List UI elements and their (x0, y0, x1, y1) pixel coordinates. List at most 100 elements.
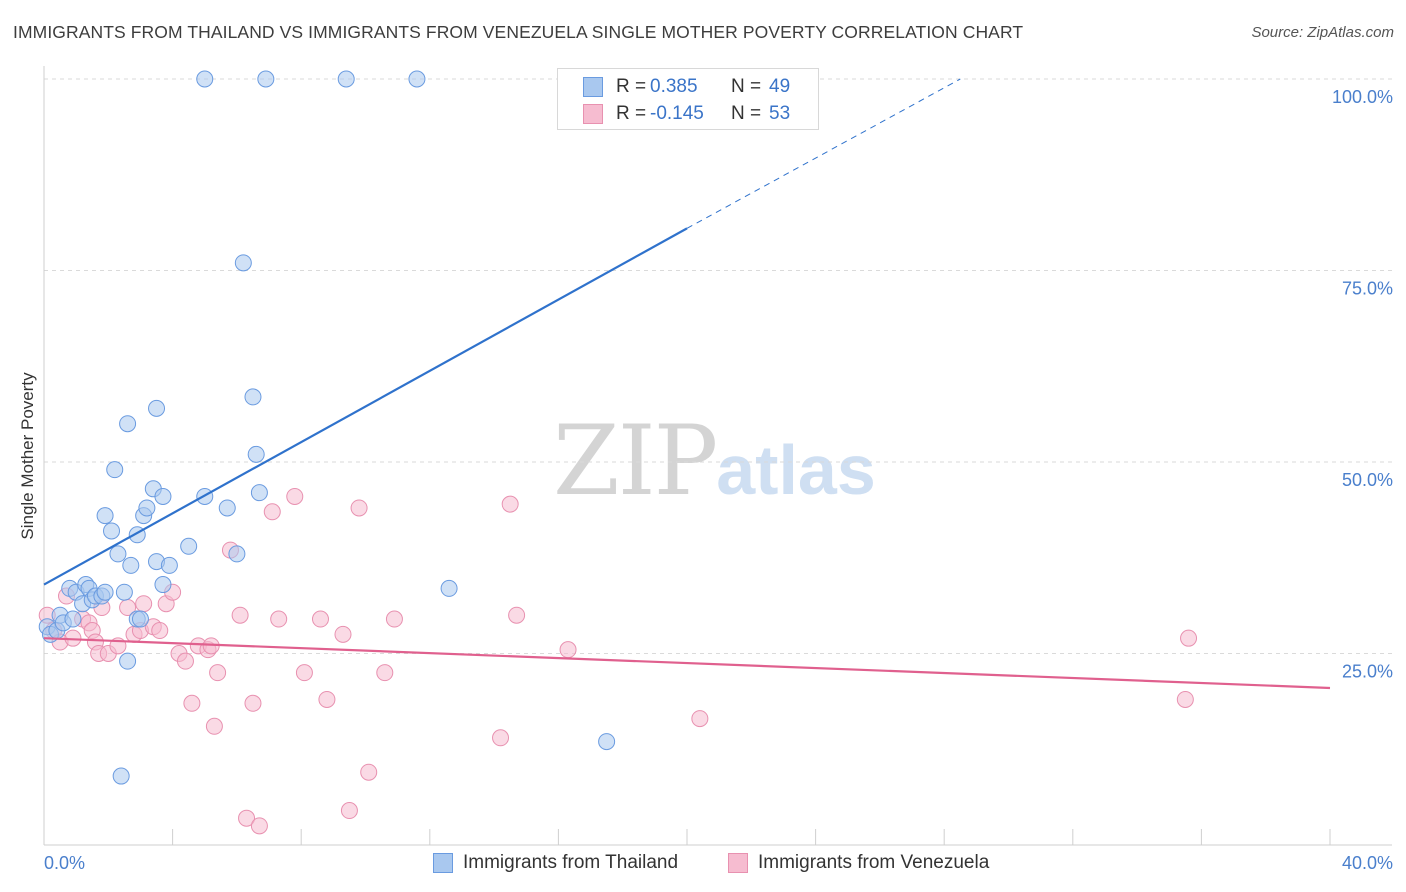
y-tick-label: 75.0% (1342, 279, 1393, 299)
thailand-point (180, 537, 198, 555)
tick-labels: 25.0% 50.0% 75.0% 100.0% 0.0% 40.0% (44, 87, 1393, 873)
venezuela-point (270, 610, 288, 628)
venezuela-point (238, 809, 256, 827)
y-tick-label: 50.0% (1342, 470, 1393, 490)
thailand-point (131, 610, 149, 628)
venezuela-point (334, 625, 352, 643)
thailand-point (408, 70, 426, 88)
thailand-point (96, 583, 114, 601)
thailand-point (598, 733, 616, 751)
y-tick-label: 100.0% (1332, 87, 1393, 107)
thailand-trend-line (43, 227, 688, 586)
x-tick-label: 40.0% (1342, 853, 1393, 873)
thailand-point (64, 610, 82, 628)
thailand-point (234, 254, 252, 272)
venezuela-point (151, 622, 169, 640)
legend-row-thailand: R = 0.385 N = 49 (558, 73, 818, 101)
venezuela-point (205, 717, 223, 735)
thailand-point (148, 399, 166, 417)
thailand-point (119, 652, 137, 670)
venezuela-point (376, 664, 394, 682)
n-value: 49 (769, 76, 791, 97)
venezuela-point (209, 664, 227, 682)
legend-label-thailand: Immigrants from Thailand (463, 852, 679, 873)
thailand-trend-extension (686, 78, 961, 229)
thailand-point (244, 388, 262, 406)
source-label: Source: ZipAtlas.com (1251, 24, 1394, 41)
venezuela-trend-line (43, 637, 1331, 690)
thailand-point (119, 415, 137, 433)
thailand-point (154, 576, 172, 594)
x-tick-label: 0.0% (44, 853, 85, 873)
venezuela-point (559, 641, 577, 659)
series-legend: Immigrants from Thailand Immigrants from… (0, 852, 1406, 878)
venezuela-point (311, 610, 329, 628)
n-value: 53 (769, 103, 791, 124)
thailand-point (109, 545, 127, 563)
venezuela-point (286, 487, 304, 505)
watermark-zip: ZIP (553, 405, 718, 517)
trend-lines (43, 78, 1331, 690)
n-label: N = (731, 76, 762, 97)
venezuela-points (38, 487, 1198, 835)
chart-title: IMMIGRANTS FROM THAILAND VS IMMIGRANTS F… (13, 22, 1024, 42)
legend-item-venezuela[interactable]: Immigrants from Venezuela (728, 852, 989, 874)
correlation-legend: R = 0.385 N = 49 R = -0.145 N = 53 (557, 68, 819, 130)
venezuela-point (691, 710, 709, 728)
thailand-point (106, 461, 124, 479)
thailand-point (154, 487, 172, 505)
legend-label-venezuela: Immigrants from Venezuela (758, 852, 990, 873)
venezuela-swatch (728, 853, 748, 873)
venezuela-point (1180, 629, 1198, 647)
venezuela-point (350, 499, 368, 517)
venezuela-point (135, 595, 153, 613)
thailand-point (257, 70, 275, 88)
venezuela-point (501, 495, 519, 513)
thailand-point (138, 499, 156, 517)
venezuela-point (340, 802, 358, 820)
thailand-point (218, 499, 236, 517)
gridlines (44, 78, 1392, 654)
venezuela-point (244, 694, 262, 712)
thailand-point (96, 507, 114, 525)
venezuela-point (183, 694, 201, 712)
thailand-point (103, 522, 121, 540)
venezuela-point (318, 690, 336, 708)
thailand-points (38, 70, 616, 785)
legend-item-thailand[interactable]: Immigrants from Thailand (433, 852, 678, 874)
venezuela-point (1176, 690, 1194, 708)
watermark-atlas: atlas (716, 431, 876, 509)
venezuela-swatch (583, 104, 603, 124)
r-value: -0.145 (650, 103, 704, 124)
n-label: N = (731, 103, 762, 124)
r-label: R = (616, 76, 647, 97)
venezuela-point (295, 664, 313, 682)
venezuela-point (176, 652, 194, 670)
venezuela-point (231, 606, 249, 624)
thailand-swatch (433, 853, 453, 873)
venezuela-point (385, 610, 403, 628)
thailand-point (247, 445, 265, 463)
thailand-point (440, 579, 458, 597)
thailand-point (112, 767, 130, 785)
thailand-point (250, 484, 268, 502)
r-label: R = (616, 103, 647, 124)
thailand-point (122, 556, 140, 574)
thailand-point (160, 556, 178, 574)
venezuela-point (508, 606, 526, 624)
venezuela-point (250, 817, 268, 835)
venezuela-point (263, 503, 281, 521)
thailand-point (228, 545, 246, 563)
thailand-point (115, 583, 133, 601)
venezuela-point (492, 729, 510, 747)
venezuela-point (360, 763, 378, 781)
thailand-swatch (583, 77, 603, 97)
r-value: 0.385 (650, 76, 698, 97)
axes (43, 66, 1392, 846)
thailand-point (337, 70, 355, 88)
watermark: ZIPatlas (553, 405, 876, 517)
legend-row-venezuela: R = -0.145 N = 53 (558, 100, 818, 128)
thailand-point (196, 70, 214, 88)
y-tick-label: 25.0% (1342, 662, 1393, 682)
